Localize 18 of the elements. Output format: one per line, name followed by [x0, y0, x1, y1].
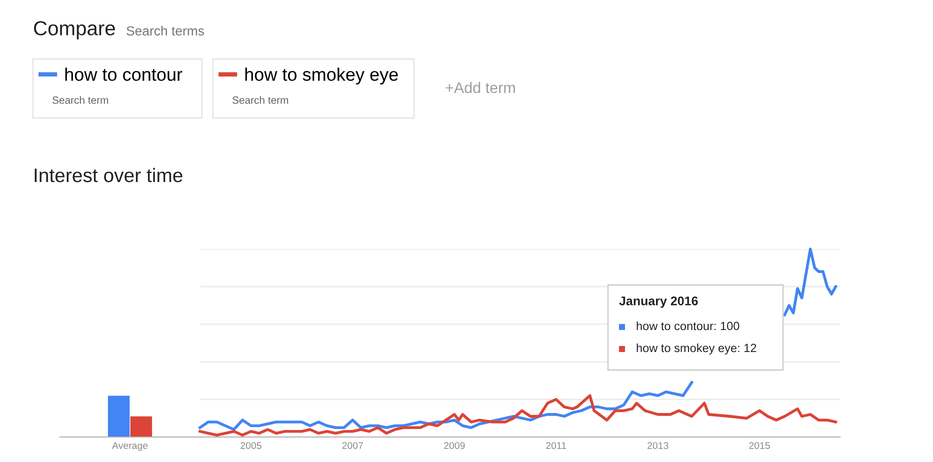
legend-label: how to contour: [65, 68, 182, 81]
text: Compare: [34, 21, 115, 40]
x-tick-label: 2015: [749, 442, 770, 449]
chart-title: Interest over time: [34, 168, 182, 182]
x-tick-label: 2007: [342, 442, 363, 449]
text: Search term: [232, 96, 288, 104]
x-tick-label: Average: [112, 442, 148, 451]
x-tick-label: 2011: [546, 442, 566, 449]
text: Search terms: [126, 26, 204, 36]
text: Search term: [52, 96, 108, 104]
annotation: how to smokey eye: 12: [636, 343, 756, 354]
x-tick-label: 2013: [648, 442, 668, 449]
text: +Add term: [446, 82, 515, 94]
x-tick-label: 2009: [444, 442, 465, 449]
legend-label: how to smokey eye: [245, 68, 398, 84]
annotation: how to contour: 100: [636, 321, 740, 330]
annotation: January 2016: [619, 296, 698, 308]
x-tick-label: 2005: [240, 442, 262, 449]
